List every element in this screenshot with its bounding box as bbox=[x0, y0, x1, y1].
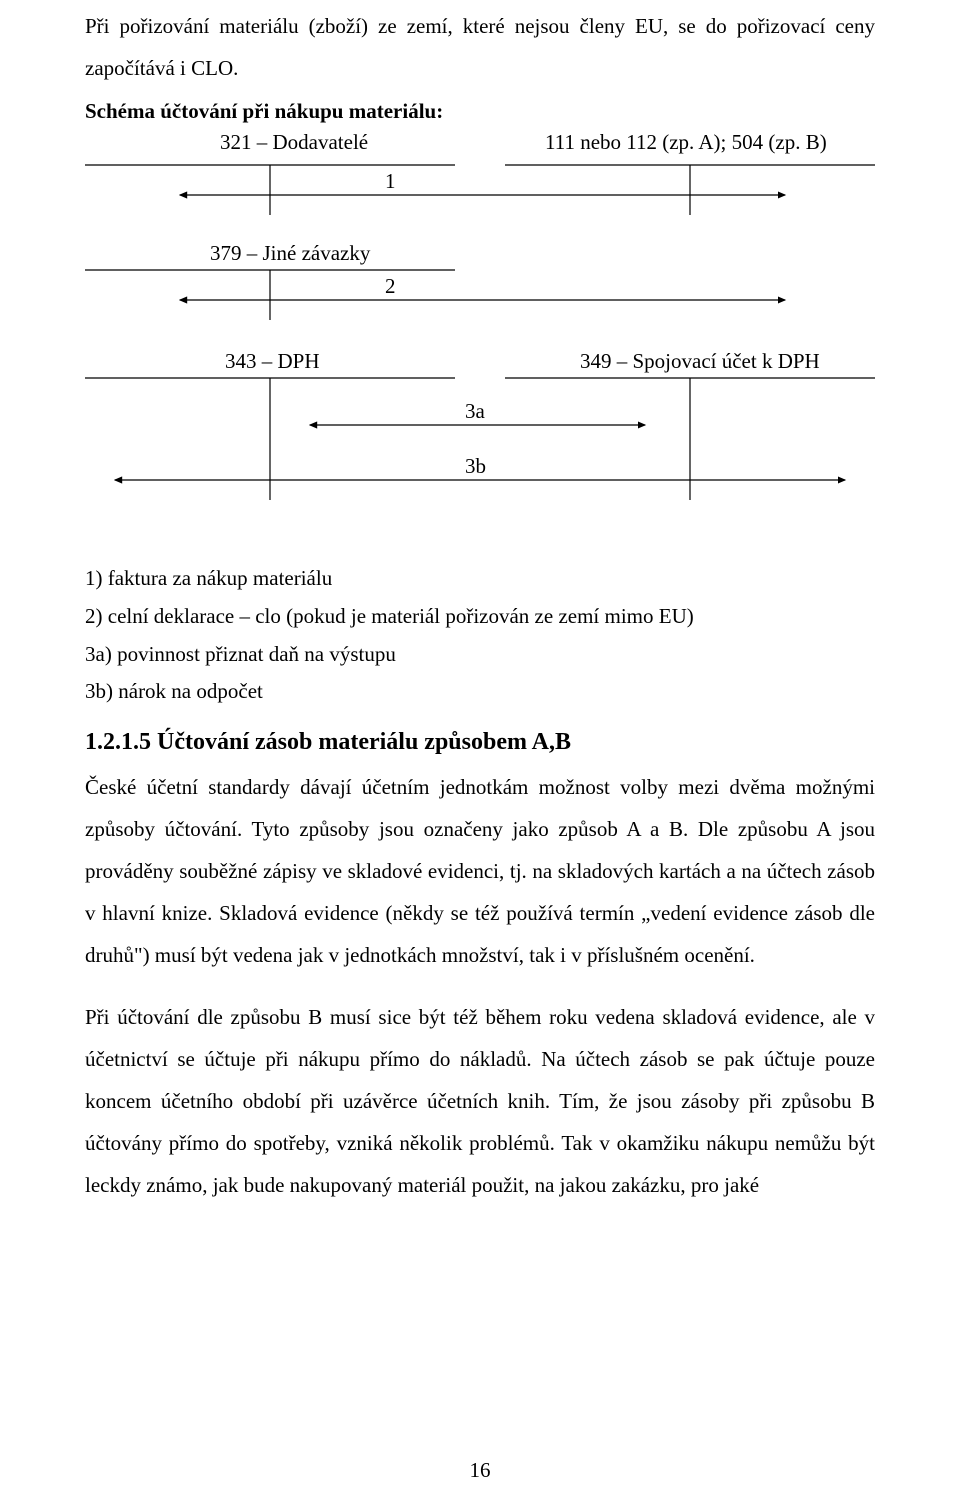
page-number: 16 bbox=[0, 1458, 960, 1483]
account-349-label: 349 – Spojovací účet k DPH bbox=[580, 349, 820, 373]
section-paragraph-2: Při účtování dle způsobu B musí sice být… bbox=[85, 996, 875, 1206]
section-heading-1-2-1-5: 1.2.1.5 Účtování zásob materiálu způsobe… bbox=[85, 729, 875, 756]
schema-row-1-labels: 321 – Dodavatelé 111 nebo 112 (zp. A); 5… bbox=[85, 130, 875, 160]
account-111-112-504-label: 111 nebo 112 (zp. A); 504 (zp. B) bbox=[545, 130, 827, 155]
section-paragraph-1: České účetní standardy dávají účetním je… bbox=[85, 766, 875, 976]
document-page: Při pořizování materiálu (zboží) ze zemí… bbox=[0, 0, 960, 1493]
legend-item-1: 1) faktura za nákup materiálu bbox=[85, 560, 875, 598]
arrow-label-3b: 3b bbox=[465, 454, 486, 478]
intro-paragraph: Při pořizování materiálu (zboží) ze zemí… bbox=[85, 5, 875, 89]
t-account-diagram: 1 379 – Jiné závazky 2 343 – DPH 349 – S… bbox=[85, 160, 875, 560]
arrow-label-2: 2 bbox=[385, 274, 396, 298]
account-379-label: 379 – Jiné závazky bbox=[210, 241, 371, 265]
account-321-label: 321 – Dodavatelé bbox=[220, 130, 368, 155]
legend-item-3b: 3b) nárok na odpočet bbox=[85, 673, 875, 711]
legend-item-2: 2) celní deklarace – clo (pokud je mater… bbox=[85, 598, 875, 636]
arrow-label-3a: 3a bbox=[465, 399, 486, 423]
legend-item-3a: 3a) povinnost přiznat daň na výstupu bbox=[85, 636, 875, 674]
arrow-label-1: 1 bbox=[385, 169, 396, 193]
schema-title: Schéma účtování při nákupu materiálu: bbox=[85, 99, 875, 124]
account-343-label: 343 – DPH bbox=[225, 349, 320, 373]
